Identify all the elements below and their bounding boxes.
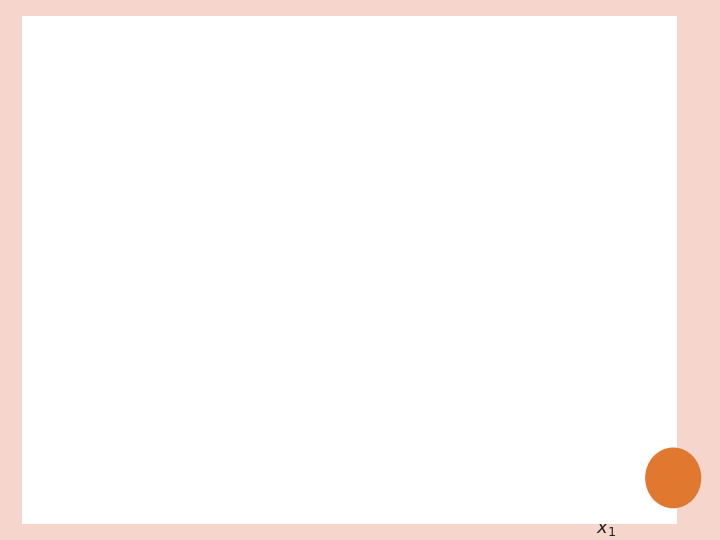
- Text: Any decision rule divides input space into: Any decision rule divides input space in…: [77, 150, 459, 167]
- Text: $\mathcal{R}_3$: $\mathcal{R}_3$: [292, 422, 320, 444]
- Text: decision boundaries: decision boundaries: [202, 185, 382, 203]
- Text: C: C: [48, 49, 67, 77]
- Text: separated by: separated by: [77, 185, 202, 203]
- Text: decision regions: decision regions: [459, 150, 606, 167]
- Text: LASSIFICATION: LASSIFICATION: [71, 52, 225, 72]
- Text: $\mathcal{R}_2$: $\mathcal{R}_2$: [471, 353, 499, 374]
- Text: Assign input vector to one of two or more classes: Assign input vector to one of two or mor…: [77, 101, 523, 119]
- Text: $\mathcal{R}_1$: $\mathcal{R}_1$: [292, 318, 320, 340]
- Text: $x_2$: $x_2$: [100, 236, 120, 254]
- Text: $x_1$: $x_1$: [595, 520, 616, 538]
